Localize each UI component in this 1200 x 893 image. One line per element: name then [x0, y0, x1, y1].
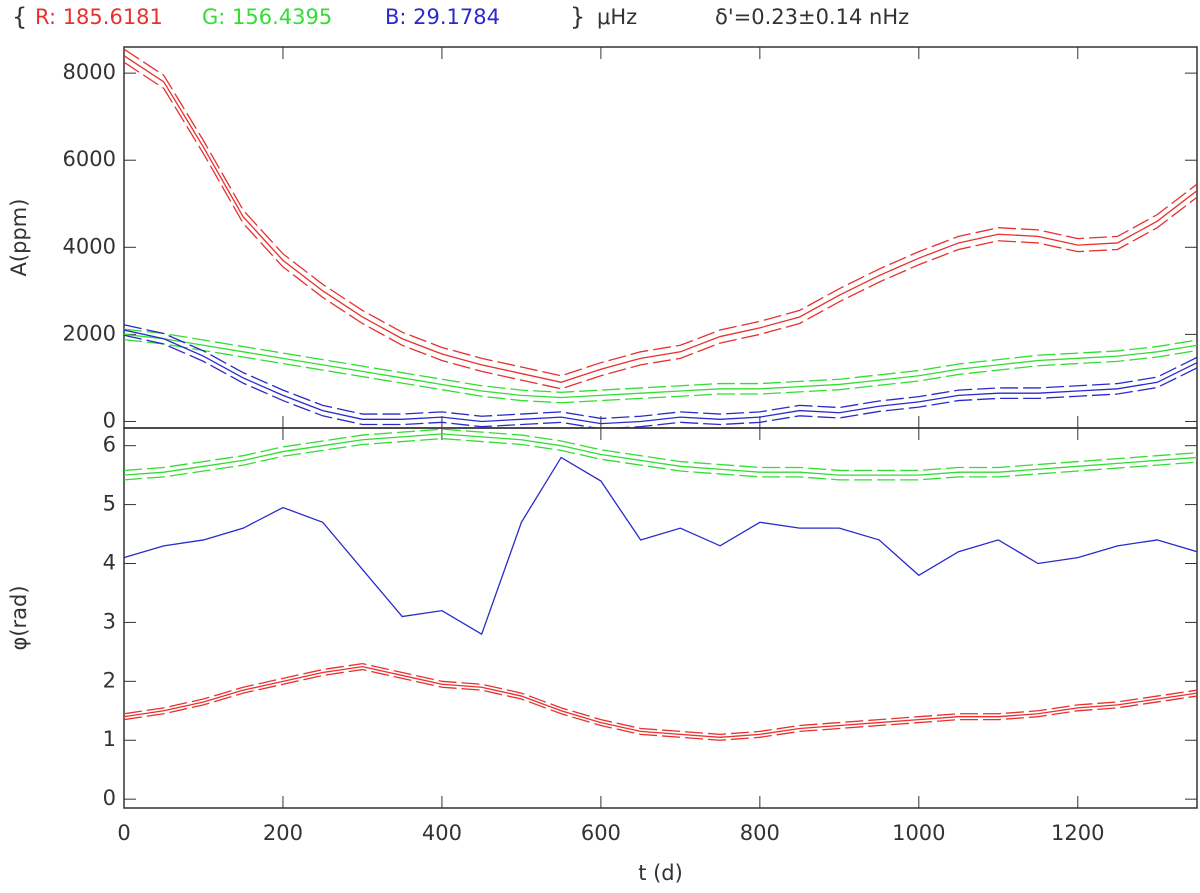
error-bound	[124, 61, 1197, 390]
series-line	[124, 433, 1197, 476]
error-bound	[124, 48, 1197, 377]
y-axis-label: φ(rad)	[7, 585, 31, 650]
unit: μHz	[597, 5, 637, 29]
error-bound	[124, 437, 1197, 481]
y-tick-label: 4000	[63, 234, 116, 258]
plot-frame	[123, 46, 1198, 429]
delta: δ'=0.23±0.14 nHz	[715, 5, 909, 29]
brace: {	[12, 3, 27, 31]
x-tick-label: 800	[740, 821, 780, 845]
g-freq: G: 156.4395	[202, 5, 332, 29]
r-freq: R: 185.6181	[35, 5, 163, 29]
y-tick-label: 2000	[63, 321, 116, 345]
y-axis-label: A(ppm)	[7, 199, 31, 277]
b-freq: B: 29.1784	[385, 5, 500, 29]
error-bound	[124, 328, 1197, 393]
series-line	[124, 333, 1197, 399]
y-tick-label: 8000	[63, 60, 116, 84]
plot-frame	[123, 427, 1198, 809]
x-tick-label: 400	[422, 821, 462, 845]
error-bound	[124, 668, 1197, 741]
series-line	[124, 456, 1197, 636]
error-bound	[124, 338, 1197, 404]
error-bound	[124, 334, 1197, 428]
y-tick-label: 0	[103, 408, 116, 432]
x-tick-label: 1000	[892, 821, 945, 845]
y-tick-label: 6000	[63, 147, 116, 171]
error-bound	[124, 428, 1197, 472]
plot-area	[124, 428, 1197, 741]
error-bound	[124, 324, 1197, 420]
series-line	[124, 55, 1197, 383]
y-tick-label: 6	[103, 433, 116, 457]
y-tick-label: 5	[103, 492, 116, 516]
x-tick-label: 600	[581, 821, 621, 845]
y-tick-label: 4	[103, 551, 116, 575]
error-bound	[124, 662, 1197, 736]
y-tick-label: 1	[103, 727, 116, 751]
series-line	[124, 665, 1197, 738]
brace: }	[570, 3, 585, 31]
x-tick-label: 0	[117, 821, 130, 845]
plot-area	[124, 48, 1197, 428]
x-tick-label: 1200	[1051, 821, 1104, 845]
x-tick-label: 200	[263, 821, 303, 845]
x-axis-label: t (d)	[638, 861, 683, 885]
y-tick-label: 3	[103, 609, 116, 633]
y-tick-label: 2	[103, 668, 116, 692]
y-tick-label: 0	[103, 786, 116, 810]
series-line	[124, 329, 1197, 425]
